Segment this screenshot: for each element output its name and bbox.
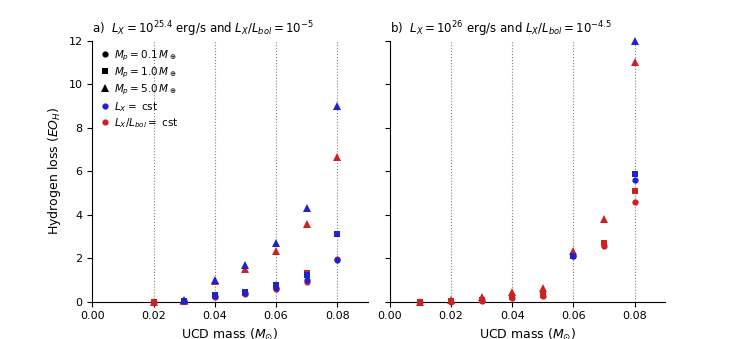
- X-axis label: UCD mass ($M_{\odot}$): UCD mass ($M_{\odot}$): [181, 327, 279, 339]
- Y-axis label: Hydrogen loss ($EO_H$): Hydrogen loss ($EO_H$): [46, 107, 63, 236]
- Legend: $M_p = 0.1\,M_\oplus$, $M_p = 1.0\,M_\oplus$, $M_p = 5.0\,M_\oplus$, $L_X =$ cst: $M_p = 0.1\,M_\oplus$, $M_p = 1.0\,M_\op…: [98, 46, 182, 133]
- X-axis label: UCD mass ($M_{\odot}$): UCD mass ($M_{\odot}$): [479, 327, 576, 339]
- Text: b)  $L_X = 10^{26}$ erg/s and $L_X/L_{bol} = 10^{-4.5}$: b) $L_X = 10^{26}$ erg/s and $L_X/L_{bol…: [389, 20, 612, 39]
- Text: a)  $L_X = 10^{25.4}$ erg/s and $L_X/L_{bol} = 10^{-5}$: a) $L_X = 10^{25.4}$ erg/s and $L_X/L_{b…: [92, 20, 314, 39]
